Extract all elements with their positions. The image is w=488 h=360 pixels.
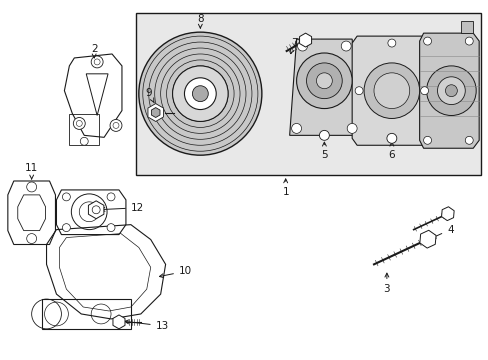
Circle shape: [420, 87, 427, 95]
Circle shape: [464, 136, 472, 144]
Circle shape: [94, 59, 100, 65]
Circle shape: [139, 32, 262, 155]
Circle shape: [297, 41, 307, 51]
Circle shape: [464, 37, 472, 45]
Circle shape: [445, 85, 456, 96]
Circle shape: [62, 224, 70, 231]
Circle shape: [319, 130, 328, 140]
Text: 4: 4: [431, 225, 453, 238]
Polygon shape: [351, 36, 431, 145]
Circle shape: [354, 87, 362, 95]
Circle shape: [437, 77, 464, 105]
Circle shape: [364, 63, 419, 118]
Circle shape: [306, 63, 342, 99]
Circle shape: [423, 136, 431, 144]
Text: 10: 10: [159, 266, 192, 278]
Circle shape: [387, 39, 395, 47]
Circle shape: [92, 206, 100, 214]
Polygon shape: [299, 33, 311, 47]
Bar: [136, 13, 480, 175]
Circle shape: [110, 120, 122, 131]
Polygon shape: [419, 230, 435, 248]
Circle shape: [91, 56, 103, 68]
Circle shape: [426, 66, 475, 116]
Circle shape: [346, 123, 356, 133]
Circle shape: [423, 37, 431, 45]
Circle shape: [341, 41, 350, 51]
Polygon shape: [148, 104, 163, 121]
Circle shape: [27, 182, 37, 192]
Circle shape: [373, 73, 409, 109]
Text: 8: 8: [197, 14, 203, 28]
Circle shape: [291, 123, 301, 133]
Text: 12: 12: [101, 203, 144, 213]
Circle shape: [386, 133, 396, 143]
Text: 3: 3: [383, 273, 389, 294]
Circle shape: [316, 73, 332, 89]
Polygon shape: [441, 207, 453, 221]
Text: 6: 6: [388, 142, 394, 160]
Text: 1: 1: [282, 179, 288, 197]
Circle shape: [73, 117, 85, 129]
Polygon shape: [419, 33, 478, 148]
Circle shape: [192, 86, 208, 102]
Circle shape: [27, 234, 37, 243]
Text: 7: 7: [290, 38, 297, 54]
Text: 9: 9: [145, 88, 154, 103]
Circle shape: [172, 66, 228, 121]
Circle shape: [387, 134, 395, 142]
Polygon shape: [113, 315, 125, 329]
Circle shape: [296, 53, 351, 109]
Circle shape: [80, 137, 88, 145]
Circle shape: [76, 121, 82, 126]
Circle shape: [62, 193, 70, 201]
Polygon shape: [151, 108, 160, 117]
Circle shape: [107, 193, 115, 201]
Polygon shape: [88, 201, 103, 219]
Text: 13: 13: [124, 320, 168, 331]
Polygon shape: [289, 39, 358, 135]
Text: 5: 5: [321, 142, 327, 160]
Text: 2: 2: [91, 44, 97, 58]
Circle shape: [113, 122, 119, 129]
Polygon shape: [460, 21, 472, 33]
Circle shape: [184, 78, 216, 109]
Text: 11: 11: [25, 163, 38, 179]
Circle shape: [107, 224, 115, 231]
